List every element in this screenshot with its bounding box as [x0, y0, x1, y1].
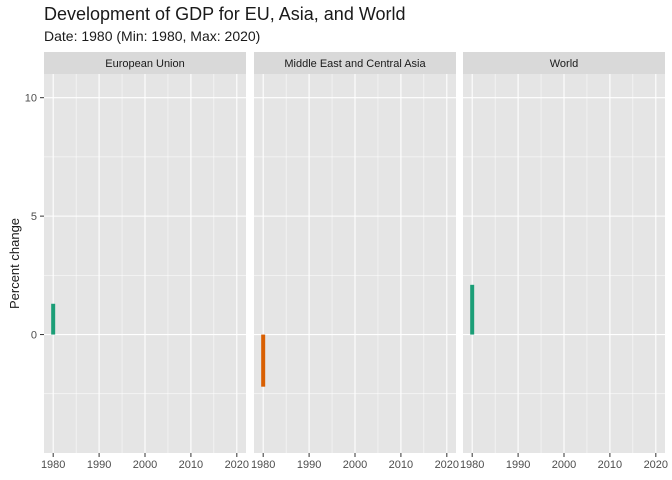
y-axis-title: Percent change [7, 218, 22, 309]
x-tick-label: 2010 [389, 459, 413, 471]
x-tick-label: 2020 [225, 459, 249, 471]
bar [261, 334, 266, 387]
x-tick-label: 2020 [644, 459, 668, 471]
x-tick-label: 2010 [179, 459, 203, 471]
facet-strip [44, 52, 246, 74]
x-tick-label: 2000 [343, 459, 367, 471]
x-tick-label: 2010 [598, 459, 622, 471]
facet-label: World [550, 58, 579, 70]
chart-title: Development of GDP for EU, Asia, and Wor… [44, 4, 406, 24]
facet-strip [254, 52, 456, 74]
chart-subtitle: Date: 1980 (Min: 1980, Max: 2020) [44, 28, 261, 44]
x-tick-label: 1990 [506, 459, 530, 471]
facet-strip [463, 52, 665, 74]
bar [470, 284, 475, 335]
x-tick-label: 1990 [297, 459, 321, 471]
x-tick-label: 1980 [251, 459, 275, 471]
y-tick-label: 0 [31, 330, 37, 342]
x-tick-label: 1980 [41, 459, 65, 471]
y-tick-label: 10 [25, 93, 37, 105]
x-tick-label: 1980 [460, 459, 484, 471]
facet-label: European Union [105, 58, 185, 70]
x-tick-label: 2000 [133, 459, 157, 471]
x-tick-label: 2020 [435, 459, 459, 471]
y-tick-label: 5 [31, 211, 37, 223]
x-tick-label: 2000 [552, 459, 576, 471]
bar [51, 303, 56, 335]
x-tick-label: 1990 [87, 459, 111, 471]
facet-label: Middle East and Central Asia [284, 58, 426, 70]
